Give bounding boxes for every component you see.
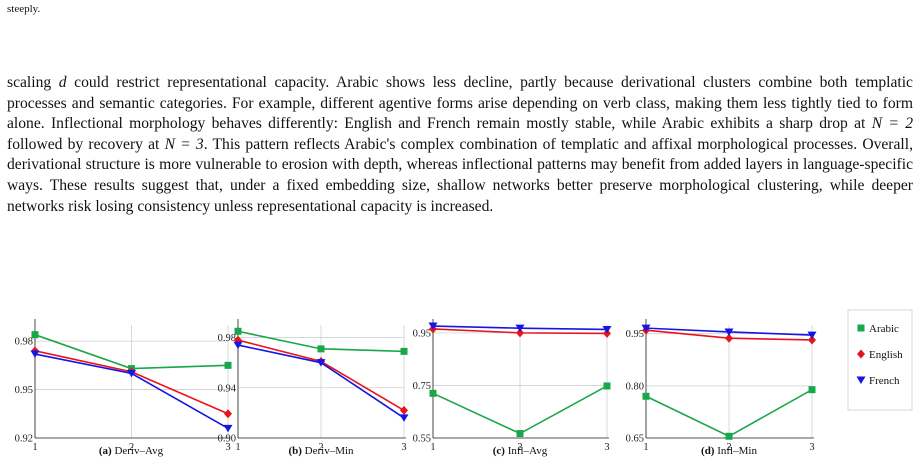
- y-tick-label: 0.94: [218, 383, 237, 394]
- point-french: [127, 369, 136, 378]
- chart-caption: (b) Deriv–Min: [288, 445, 354, 457]
- chart-caption: (a) Deriv–Avg: [99, 445, 164, 457]
- x-tick-label: 3: [809, 442, 814, 453]
- legend-label-arabic: Arabic: [869, 323, 899, 335]
- para-part-2: could restrict representational capacity…: [7, 74, 913, 133]
- x-tick-label: 1: [235, 442, 240, 453]
- chart-legend: Arabic English French: [847, 309, 913, 411]
- point-arabic: [642, 392, 650, 400]
- y-tick-label: 0.55: [413, 434, 431, 445]
- figure-charts: 0.92 0.95 0.98 1 2 3 (a) Deriv–Avg 0.90 0.94 0.98…: [15, 309, 913, 457]
- point-arabic: [725, 432, 733, 440]
- equation-n2: N = 2: [871, 115, 913, 133]
- para-part-4: . This pattern reflects Arabic's complex…: [7, 135, 913, 215]
- point-french: [399, 414, 409, 422]
- point-english: [725, 333, 733, 343]
- chart-panel-2: 0.90 0.94 0.98 1 2 3 (b) Deriv–Min: [218, 319, 409, 457]
- y-tick-label: 0.75: [413, 381, 431, 392]
- point-french: [428, 322, 438, 331]
- point-french: [602, 325, 612, 334]
- caption-text: Infl–Min: [714, 445, 757, 457]
- chart-panel-4: 0.65 0.80 0.95 1 2 3 (d) Infl–Min: [626, 319, 817, 457]
- legend-marker-english: [857, 349, 865, 359]
- point-arabic: [808, 386, 816, 394]
- top-fragment-text: steeply.: [7, 3, 41, 15]
- point-arabic: [516, 430, 524, 438]
- body-paragraph: scaling d could restrict representationa…: [7, 73, 913, 217]
- x-tick-label: 2: [726, 442, 731, 453]
- legend-marker-arabic: [857, 324, 865, 332]
- point-french: [223, 424, 233, 433]
- point-arabic: [429, 389, 437, 397]
- point-english: [516, 328, 524, 338]
- y-tick-label: 0.80: [626, 381, 644, 392]
- x-tick-label: 3: [225, 442, 230, 453]
- chart-panel-3: 0.55 0.75 0.95 1 2 3 (c) Infl–Avg: [413, 319, 612, 457]
- point-arabic: [224, 361, 232, 369]
- x-tick-label: 2: [517, 442, 522, 453]
- point-arabic: [317, 345, 325, 353]
- chart-caption: (d) Infl–Min: [701, 445, 757, 457]
- point-english: [224, 409, 232, 419]
- equation-n3: N = 3: [164, 135, 204, 153]
- legend-label-english: English: [869, 349, 903, 361]
- caption-text: Deriv–Min: [302, 445, 354, 457]
- point-french: [724, 328, 734, 336]
- caption-label: (a): [99, 445, 112, 457]
- point-arabic: [400, 347, 408, 355]
- point-english: [808, 335, 816, 345]
- x-tick-label: 2: [129, 442, 134, 453]
- point-french: [316, 359, 326, 367]
- caption-text: Deriv–Avg: [112, 445, 164, 457]
- y-tick-label: 0.98: [15, 337, 33, 348]
- y-tick-label: 0.95: [626, 329, 644, 340]
- y-tick-label: 0.98: [218, 333, 236, 344]
- caption-text: Infl–Avg: [505, 445, 548, 457]
- legend-marker-french: [856, 376, 866, 384]
- y-tick-label: 0.95: [413, 328, 431, 339]
- x-tick-label: 3: [604, 442, 609, 453]
- point-english: [400, 405, 408, 415]
- var-d: d: [58, 74, 67, 91]
- x-tick-label: 1: [643, 442, 648, 453]
- point-french: [641, 324, 651, 333]
- x-tick-label: 1: [430, 442, 435, 453]
- y-tick-label: 0.92: [15, 434, 33, 445]
- para-part-1: scaling: [7, 74, 59, 91]
- point-french: [30, 350, 40, 359]
- caption-label: (c): [493, 445, 506, 457]
- x-tick-label: 3: [401, 442, 406, 453]
- point-arabic: [603, 382, 611, 390]
- y-tick-label: 0.65: [626, 434, 644, 445]
- point-arabic: [31, 331, 39, 339]
- chart-caption: (c) Infl–Avg: [493, 445, 548, 457]
- y-tick-label: 0.95: [15, 385, 33, 396]
- para-part-3: followed by recovery at: [7, 135, 165, 153]
- chart-panel-1: 0.92 0.95 0.98 1 2 3 (a) Deriv–Avg: [15, 319, 233, 457]
- point-french: [515, 324, 525, 333]
- point-arabic: [234, 327, 242, 335]
- point-french: [807, 331, 817, 340]
- x-tick-label: 1: [32, 442, 37, 453]
- caption-label: (d): [701, 445, 715, 457]
- x-tick-label: 2: [318, 442, 323, 453]
- point-french: [233, 341, 243, 350]
- legend-label-french: French: [869, 375, 900, 387]
- caption-label: (b): [288, 445, 302, 457]
- y-tick-label: 0.90: [218, 434, 236, 445]
